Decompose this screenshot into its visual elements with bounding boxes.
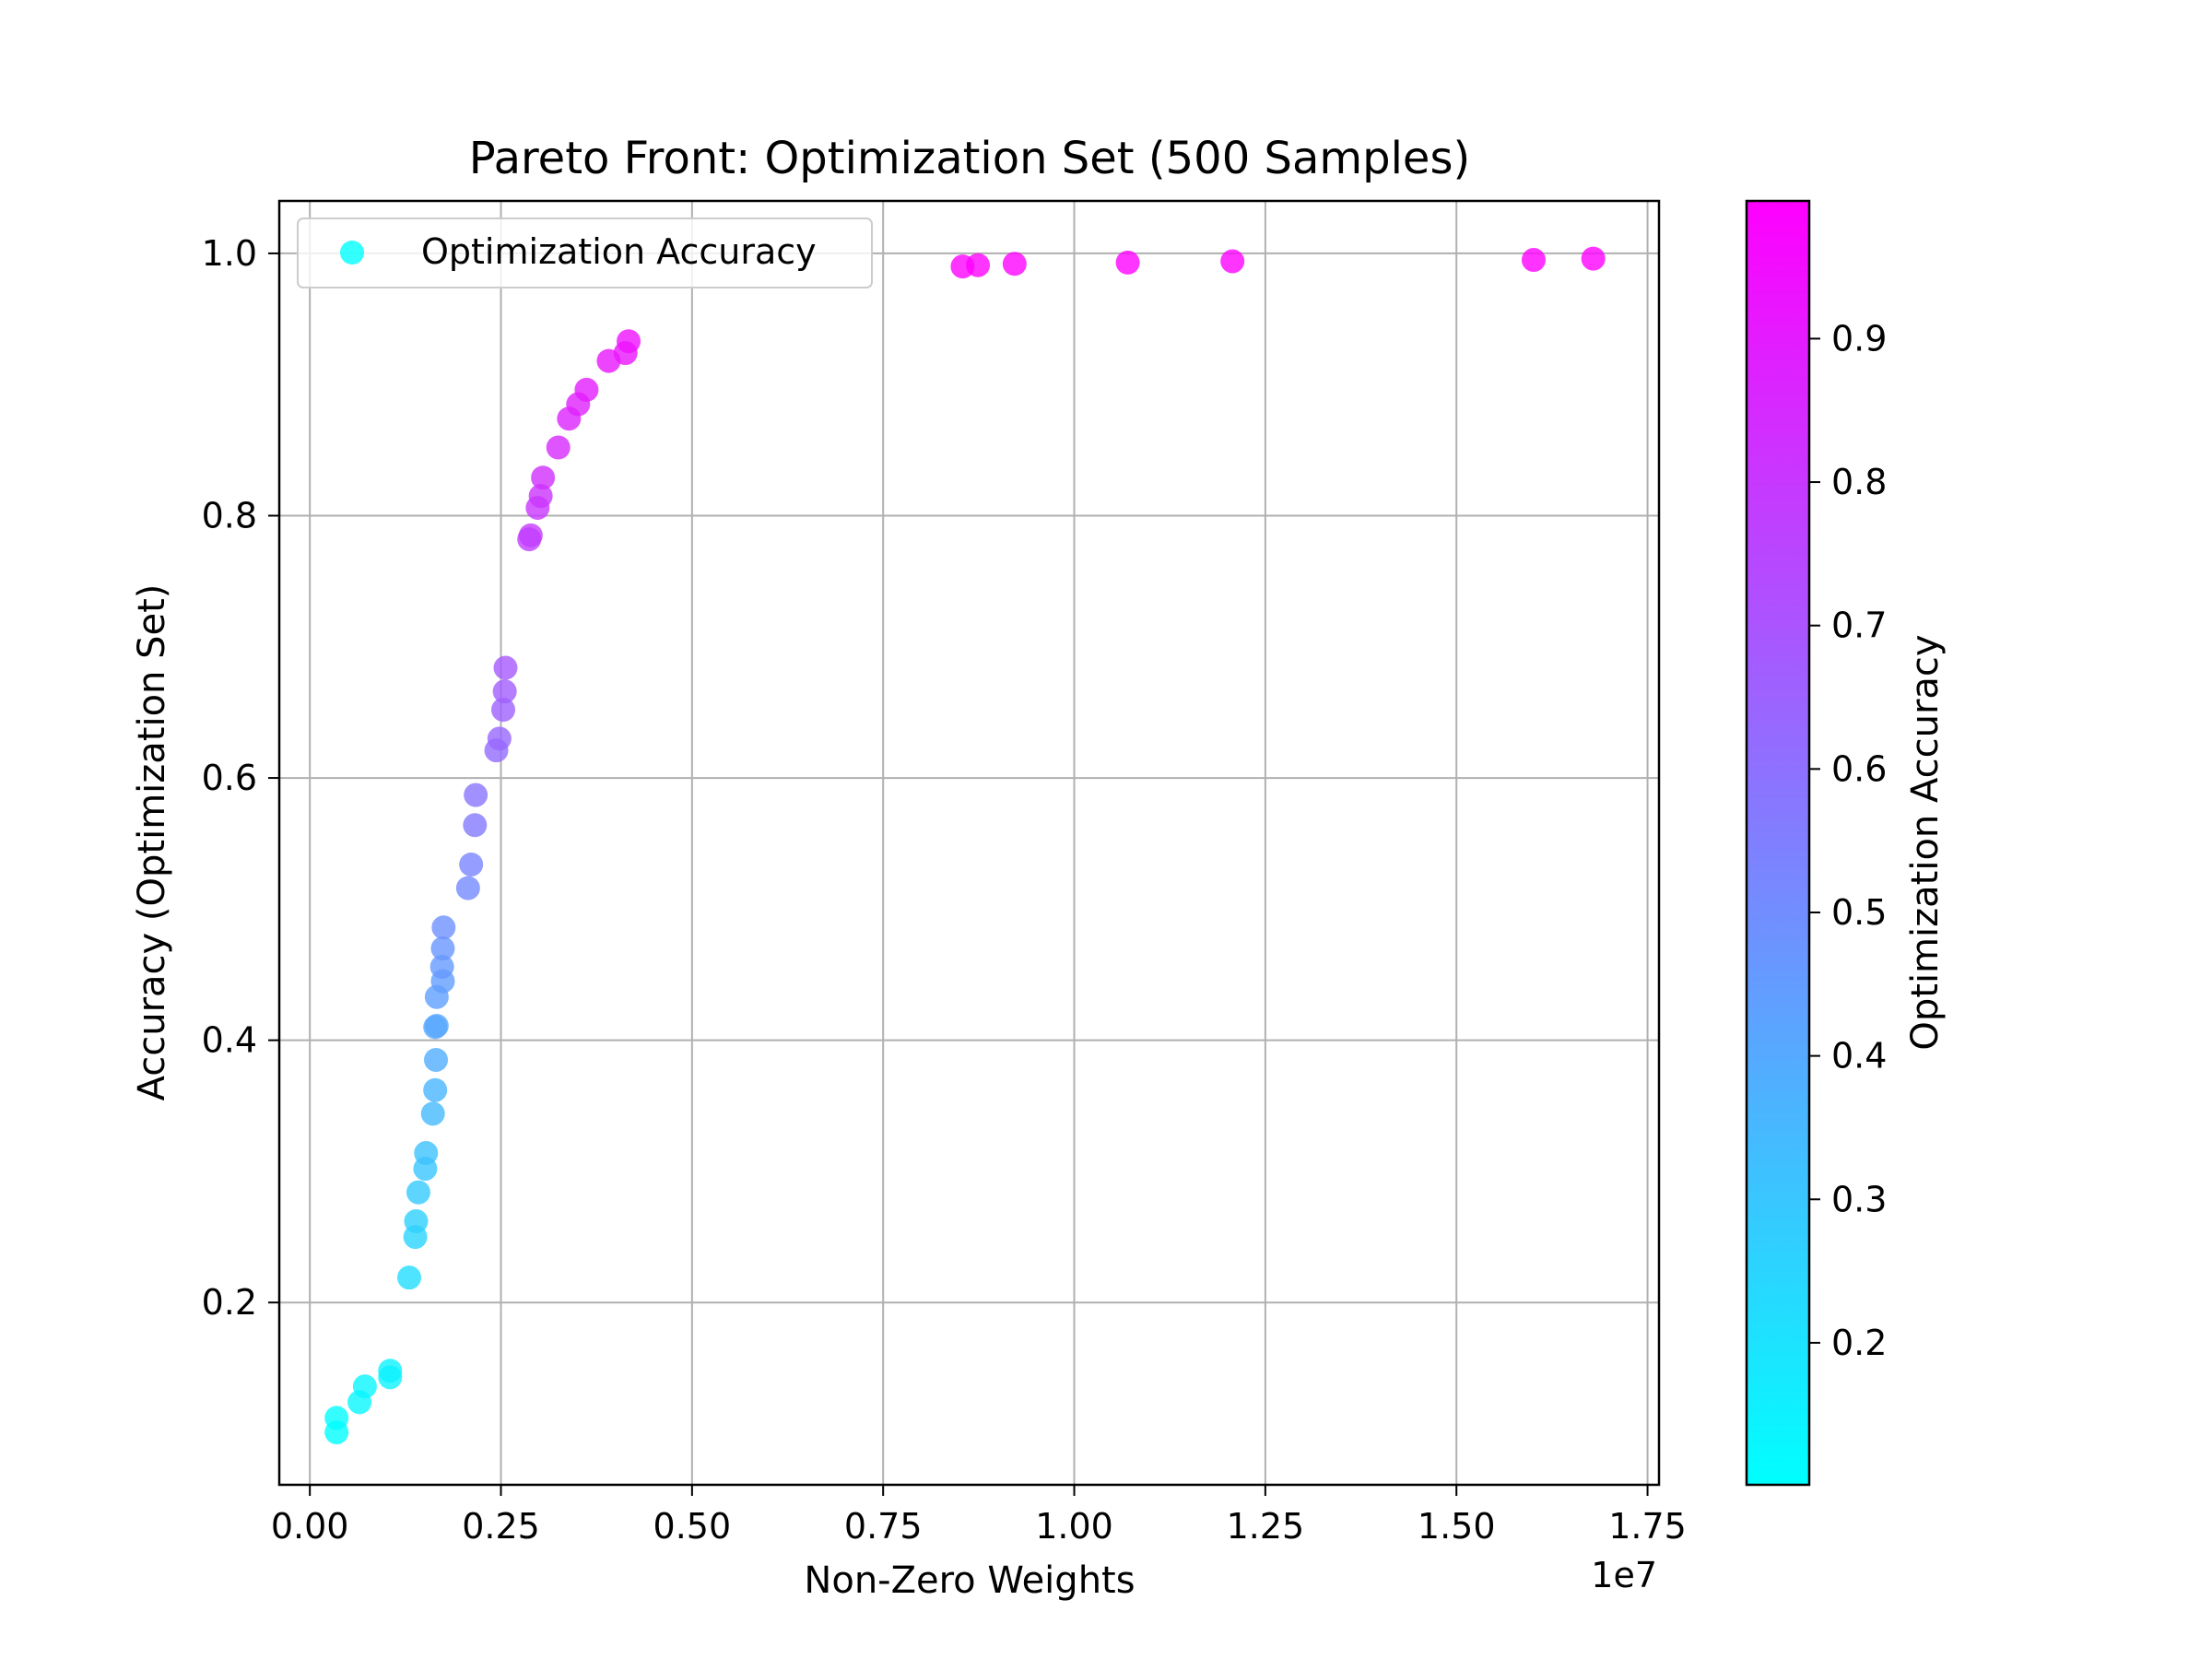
- y-tick-label: 0.6: [202, 758, 257, 798]
- data-point: [463, 813, 488, 838]
- chart-title: Pareto Front: Optimization Set (500 Samp…: [469, 133, 1470, 184]
- legend-label: Optimization Accuracy: [421, 231, 817, 272]
- legend-box: [297, 218, 873, 288]
- data-point: [455, 876, 480, 900]
- colorbar-tick-label: 0.4: [1831, 1036, 1887, 1077]
- x-tick-label: 1.75: [1608, 1506, 1687, 1547]
- data-point: [406, 1180, 430, 1205]
- data-point: [396, 1265, 421, 1290]
- plot-frame: [277, 199, 1661, 1487]
- data-point: [574, 377, 599, 402]
- colorbar-gradient: [1745, 199, 1811, 1487]
- data-point: [430, 936, 455, 961]
- data-point: [414, 1141, 439, 1166]
- data-point: [1002, 252, 1027, 276]
- data-point: [491, 698, 516, 723]
- colorbar: 0.2 0.3 0.4 0.5 0.6 0.7 0.8 0.9 Optimization Ac…: [1745, 199, 1947, 1487]
- legend-marker: [340, 241, 364, 265]
- data-point: [1115, 250, 1140, 275]
- x-tick-label: 0.25: [462, 1506, 540, 1547]
- y-axis-ticks: 0.2 0.4 0.6 0.8 1.0: [202, 233, 279, 1323]
- y-tick-label: 0.2: [202, 1282, 257, 1323]
- legend: Optimization Accuracy: [297, 218, 873, 288]
- x-tick-label: 1.25: [1227, 1506, 1305, 1547]
- data-point: [459, 852, 484, 877]
- colorbar-tick-label: 0.8: [1831, 462, 1887, 502]
- x-axis-offset-text: 1e7: [1591, 1555, 1657, 1595]
- data-point: [518, 523, 543, 547]
- data-point: [324, 1406, 349, 1430]
- y-axis-label: Accuracy (Optimization Set): [131, 584, 173, 1101]
- data-point: [352, 1374, 377, 1399]
- colorbar-tick-label: 0.9: [1831, 318, 1887, 359]
- data-points: [324, 246, 1606, 1445]
- colorbar-tick-label: 0.3: [1831, 1179, 1887, 1219]
- x-tick-label: 0.50: [653, 1506, 732, 1547]
- colorbar-label: Optimization Accuracy: [1904, 634, 1947, 1050]
- data-point: [431, 915, 456, 940]
- y-tick-label: 0.4: [202, 1020, 257, 1061]
- data-point: [423, 1077, 448, 1102]
- data-point: [404, 1209, 429, 1234]
- data-point: [617, 329, 641, 354]
- data-point: [464, 782, 488, 807]
- data-point: [429, 954, 454, 979]
- data-point: [378, 1359, 403, 1383]
- data-point: [487, 726, 512, 751]
- colorbar-tick-label: 0.7: [1831, 606, 1887, 646]
- colorbar-ticks: 0.2 0.3 0.4 0.5 0.6 0.7 0.8 0.9: [1809, 318, 1887, 1363]
- grid-lines: [279, 201, 1659, 1485]
- x-tick-label: 1.50: [1418, 1506, 1496, 1547]
- data-point: [424, 1047, 449, 1072]
- data-point: [546, 435, 571, 460]
- data-point: [1581, 246, 1606, 271]
- data-point: [531, 465, 556, 490]
- y-tick-label: 1.0: [202, 233, 257, 274]
- data-point: [493, 655, 518, 680]
- data-point: [1220, 249, 1245, 274]
- x-axis-ticks: 0.00 0.25 0.50 0.75 1.00 1.25 1.50 1.75: [271, 1485, 1687, 1547]
- data-point: [420, 1101, 445, 1126]
- x-tick-label: 1.00: [1035, 1506, 1113, 1547]
- x-axis-label: Non-Zero Weights: [804, 1559, 1135, 1602]
- data-point: [528, 484, 553, 509]
- data-point: [492, 679, 517, 704]
- data-point: [1521, 248, 1546, 273]
- colorbar-tick-label: 0.6: [1831, 748, 1887, 789]
- colorbar-tick-label: 0.2: [1831, 1323, 1887, 1363]
- data-point: [424, 1013, 449, 1038]
- data-point: [966, 253, 991, 277]
- x-tick-label: 0.00: [271, 1506, 349, 1547]
- colorbar-tick-label: 0.5: [1831, 892, 1887, 933]
- x-tick-label: 0.75: [844, 1506, 923, 1547]
- y-tick-label: 0.8: [202, 495, 257, 535]
